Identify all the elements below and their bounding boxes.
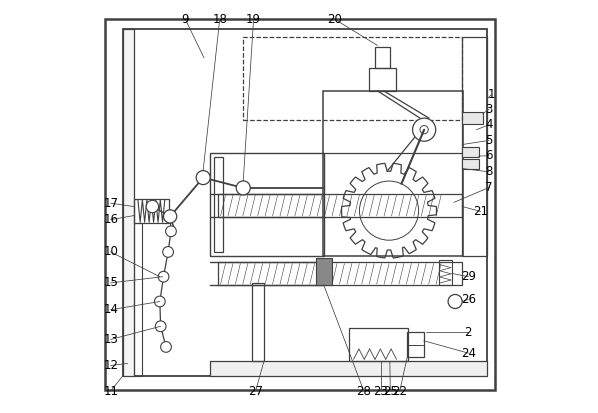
Text: 5: 5 xyxy=(486,134,493,147)
Circle shape xyxy=(420,126,428,134)
Text: 16: 16 xyxy=(103,213,118,226)
Bar xyxy=(123,29,134,376)
Text: 8: 8 xyxy=(486,165,493,178)
Text: 18: 18 xyxy=(212,13,227,26)
Bar xyxy=(407,332,424,357)
Text: 17: 17 xyxy=(103,197,118,210)
Text: 19: 19 xyxy=(246,13,261,26)
Circle shape xyxy=(155,321,166,332)
Text: 11: 11 xyxy=(103,385,118,398)
Bar xyxy=(462,147,478,157)
Text: 9: 9 xyxy=(182,13,189,26)
Bar xyxy=(349,328,408,361)
Text: 13: 13 xyxy=(103,333,118,346)
Bar xyxy=(134,199,169,223)
Text: 7: 7 xyxy=(485,181,493,194)
Text: 23: 23 xyxy=(373,385,388,398)
Bar xyxy=(214,157,222,252)
Circle shape xyxy=(158,271,169,282)
Bar xyxy=(134,223,142,376)
Bar xyxy=(218,194,462,217)
Circle shape xyxy=(166,226,176,237)
Text: 20: 20 xyxy=(328,13,343,26)
Circle shape xyxy=(163,210,177,223)
Text: 28: 28 xyxy=(356,385,371,398)
Bar xyxy=(218,262,462,285)
Text: 2: 2 xyxy=(465,326,472,339)
Text: 10: 10 xyxy=(103,245,118,259)
Bar xyxy=(243,37,462,120)
Bar xyxy=(252,283,264,361)
Bar xyxy=(123,29,487,376)
Circle shape xyxy=(154,296,165,307)
Bar xyxy=(462,37,487,256)
Bar xyxy=(376,47,390,68)
Circle shape xyxy=(236,181,251,195)
Text: 15: 15 xyxy=(103,276,118,290)
Circle shape xyxy=(146,200,158,213)
Text: 29: 29 xyxy=(461,270,476,283)
Text: 4: 4 xyxy=(485,118,493,131)
Bar xyxy=(369,68,396,91)
Bar xyxy=(210,153,324,256)
Text: 25: 25 xyxy=(383,385,398,398)
Circle shape xyxy=(448,294,462,309)
Text: 12: 12 xyxy=(103,359,118,372)
Text: 21: 21 xyxy=(473,205,488,218)
Text: 1: 1 xyxy=(487,88,495,102)
Bar xyxy=(462,159,478,169)
Text: 26: 26 xyxy=(461,293,476,306)
Text: 24: 24 xyxy=(461,347,476,360)
Bar xyxy=(210,361,487,376)
Text: 14: 14 xyxy=(103,303,118,316)
Circle shape xyxy=(413,118,436,141)
Bar xyxy=(322,91,463,256)
Text: 22: 22 xyxy=(392,385,407,398)
Text: 6: 6 xyxy=(485,149,493,162)
Bar xyxy=(316,258,332,285)
Text: 3: 3 xyxy=(486,103,493,116)
Circle shape xyxy=(163,247,173,257)
Circle shape xyxy=(196,171,210,185)
Bar xyxy=(462,112,483,124)
Text: 27: 27 xyxy=(248,385,263,398)
Bar xyxy=(440,260,452,285)
Circle shape xyxy=(161,342,172,352)
